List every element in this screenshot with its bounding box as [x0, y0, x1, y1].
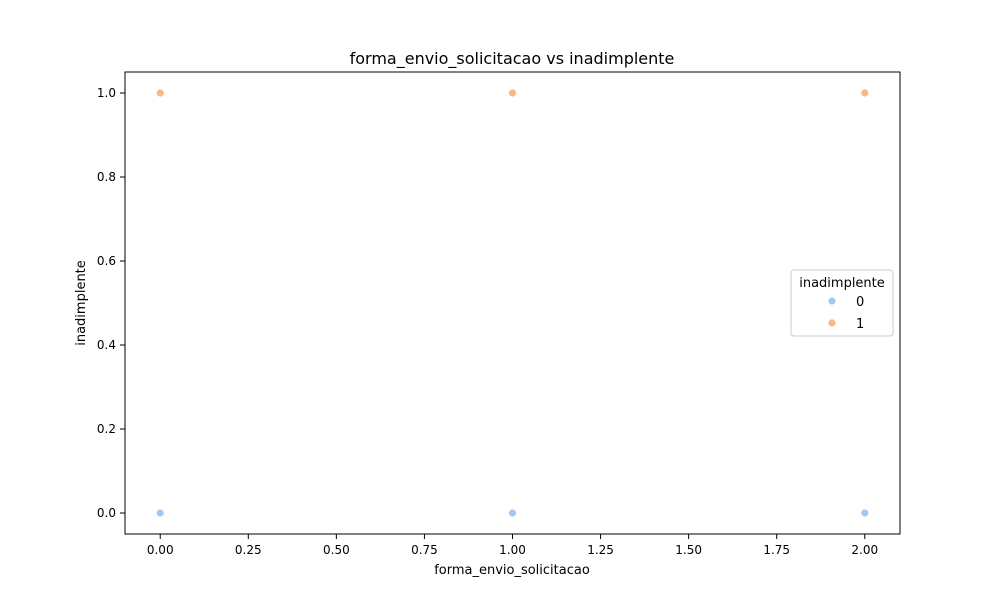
data-point-series-1 [155, 88, 165, 98]
y-tick-label: 0.4 [97, 338, 116, 352]
x-tick-label: 0.75 [411, 543, 438, 557]
legend: inadimplente 01 [790, 269, 894, 337]
x-tick-label: 1.50 [675, 543, 702, 557]
x-tick-label: 1.75 [763, 543, 790, 557]
legend-box [790, 269, 894, 337]
x-tick-label: 1.00 [499, 543, 526, 557]
x-tick-label: 0.00 [147, 543, 174, 557]
legend-label: 1 [856, 317, 864, 332]
x-axis-ticks: 0.00 0.25 0.50 0.75 1.00 1.25 1.50 1.75 2.00 [147, 534, 878, 557]
data-point-series-1 [508, 88, 517, 98]
data-point-series-0 [860, 508, 870, 518]
x-tick-label: 2.00 [851, 543, 878, 557]
legend-items: 01 [827, 295, 864, 332]
x-axis-label: forma_envio_solicitacao [434, 563, 590, 578]
y-axis-ticks: 0.0 0.2 0.4 0.6 0.8 1.0 [97, 86, 125, 520]
data-points [155, 88, 870, 518]
legend-label: 0 [856, 295, 864, 310]
y-tick-label: 1.0 [97, 86, 116, 100]
y-tick-label: 0.2 [97, 422, 116, 436]
data-point-series-0 [508, 508, 517, 518]
data-point-series-1 [860, 88, 870, 98]
legend-marker [827, 296, 837, 306]
y-tick-label: 0.8 [97, 170, 116, 184]
x-tick-label: 0.25 [235, 543, 262, 557]
legend-title: inadimplente [799, 276, 885, 291]
y-axis-label: inadimplente [74, 260, 89, 346]
x-tick-label: 0.50 [323, 543, 350, 557]
data-point-series-0 [155, 508, 165, 518]
legend-marker [827, 318, 837, 328]
plot-area [124, 71, 901, 535]
chart-title: forma_envio_solicitacao vs inadimplente [350, 49, 675, 69]
y-tick-label: 0.6 [97, 254, 116, 268]
y-tick-label: 0.0 [97, 506, 116, 520]
x-tick-label: 1.25 [587, 543, 614, 557]
